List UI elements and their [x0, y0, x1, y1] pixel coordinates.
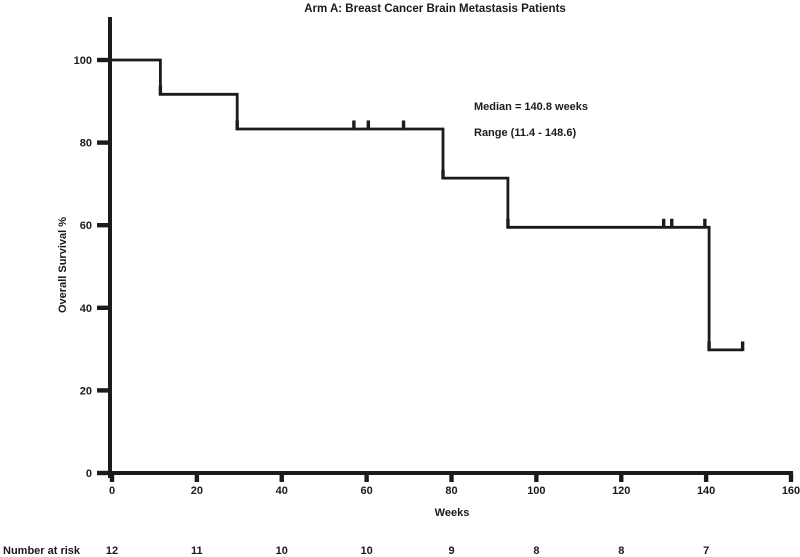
chart-title: Arm A: Breast Cancer Brain Metastasis Pa…: [304, 3, 566, 15]
x-axis-title: Weeks: [435, 507, 470, 519]
at-risk-count: 7: [703, 545, 709, 557]
y-tick-label: 60: [80, 220, 92, 232]
x-tick-label: 0: [109, 485, 115, 497]
y-tick-label: 80: [80, 138, 92, 150]
at-risk-count: 10: [361, 545, 373, 557]
at-risk-count: 10: [276, 545, 288, 557]
range-annotation: Range (11.4 - 148.6): [474, 127, 576, 139]
x-tick-label: 140: [697, 485, 715, 497]
median-annotation: Median = 140.8 weeks: [474, 101, 588, 113]
x-tick-label: 80: [445, 485, 457, 497]
number-at-risk-values: 12 11 10 10 9 8 8 7: [106, 545, 709, 557]
censor-marks: [158, 85, 745, 352]
axes-layer: [97, 17, 794, 482]
at-risk-count: 8: [533, 545, 539, 557]
survival-curve: [112, 58, 743, 352]
y-tick-label: 100: [74, 55, 92, 67]
at-risk-count: 8: [618, 545, 624, 557]
x-tick-label: 100: [527, 485, 545, 497]
tick-label-layer: 0 20 40 60 80 100 0 20 40 60 80 100 120 140 160: [74, 55, 800, 497]
x-tick-label: 160: [782, 485, 800, 497]
x-tick-label: 120: [612, 485, 630, 497]
x-tick-label: 40: [276, 485, 288, 497]
at-risk-count: 11: [191, 545, 203, 557]
x-tick-label: 60: [361, 485, 373, 497]
x-tick-label: 20: [191, 485, 203, 497]
y-tick-label: 0: [86, 468, 92, 480]
y-axis-title: Overall Survival %: [57, 217, 69, 313]
at-risk-count: 12: [106, 545, 118, 557]
y-tick-label: 40: [80, 303, 92, 315]
number-at-risk-label: Number at risk: [3, 545, 81, 557]
km-step-line: [112, 58, 743, 352]
at-risk-count: 9: [448, 545, 454, 557]
y-tick-label: 20: [80, 385, 92, 397]
